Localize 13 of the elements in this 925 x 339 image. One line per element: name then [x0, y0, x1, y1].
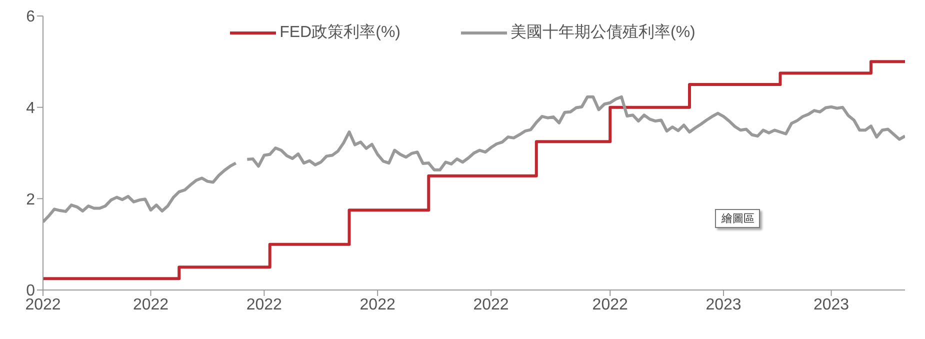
- x-tick-label: 2022: [592, 296, 628, 314]
- legend-label: 美國十年期公債殖利率(%): [510, 22, 696, 43]
- y-tick-label: 6: [26, 8, 36, 26]
- x-tick-label: 2022: [132, 296, 169, 314]
- legend-label: FED政策利率(%): [280, 22, 400, 43]
- x-tick-label: 2022: [360, 296, 396, 314]
- annotation: 繪圖區: [715, 209, 760, 228]
- x-tick-label: 2023: [706, 296, 742, 314]
- x-tick-label: 2023: [813, 296, 850, 314]
- x-tick-label: 2022: [246, 296, 282, 314]
- y-tick-label: 2: [26, 191, 36, 208]
- y-tick-label: 4: [26, 100, 36, 118]
- x-tick-label: 2022: [473, 296, 509, 314]
